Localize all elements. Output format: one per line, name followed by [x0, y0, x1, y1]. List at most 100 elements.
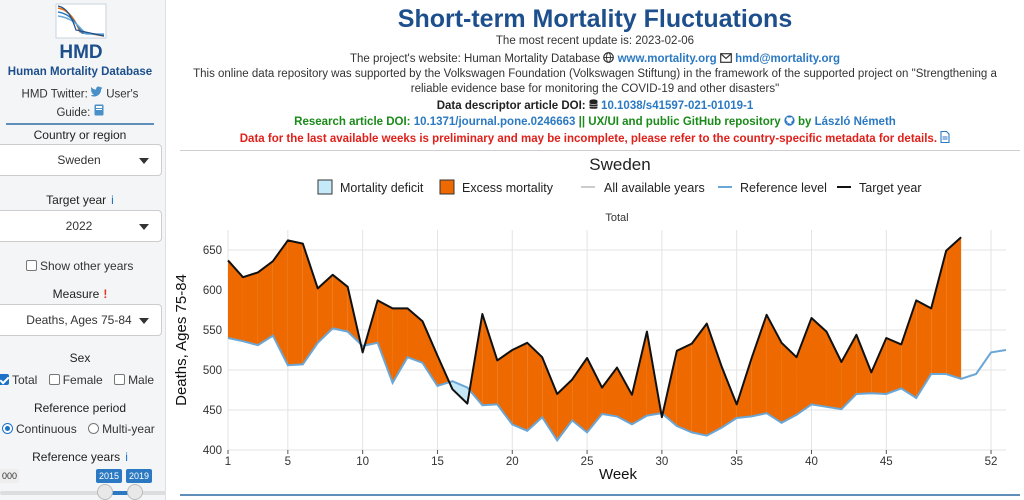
y-tick-label: 650 — [203, 245, 222, 257]
hmd-logo[interactable]: HMD — [52, 2, 110, 64]
target-year-select[interactable]: 2022 — [0, 210, 162, 242]
excess-area — [587, 358, 603, 433]
reference-years-slider[interactable] — [0, 491, 165, 495]
x-tick-label: 1 — [225, 456, 231, 468]
document-icon[interactable] — [940, 130, 950, 145]
excess-area — [482, 314, 498, 406]
excess-area — [287, 240, 303, 366]
hmd-logo-graphic: HMD — [55, 3, 107, 63]
x-tick-label: 30 — [655, 456, 668, 468]
author-link[interactable]: László Németh — [814, 116, 896, 128]
reference-level-line — [227, 327, 1007, 443]
y-tick-label: 400 — [203, 445, 222, 457]
preliminary-warning: Data for the last available weeks is pre… — [166, 130, 1024, 145]
research-line: Research article DOI: 10.1371/journal.po… — [166, 115, 1024, 128]
reference-years-label: Reference years i — [0, 450, 160, 464]
slider-min-label: 000 — [0, 469, 20, 483]
excess-area — [751, 314, 767, 417]
support-line-1: This online data repository was supporte… — [193, 68, 997, 80]
x-tick-label: 35 — [730, 456, 743, 468]
excess-area — [886, 338, 902, 394]
social-links: HMD Twitter: User's Guide: — [0, 86, 160, 122]
mortality-chart[interactable]: Sweden Mortality deficit Excess mortalit… — [166, 152, 1024, 492]
y-tick-label: 450 — [203, 405, 222, 417]
twitter-label: HMD Twitter: — [21, 88, 88, 101]
sex-label: Sex — [69, 351, 91, 365]
excess-area — [377, 300, 393, 383]
reference-period-options: Continuous Multi-year — [2, 421, 163, 436]
info-icon[interactable]: i — [125, 450, 128, 464]
website-link[interactable]: www.mortality.org — [617, 53, 717, 65]
descriptor-doi-link[interactable]: 10.1038/s41597-021-01019-1 — [601, 100, 754, 112]
show-other-years-label: Show other years — [40, 258, 134, 273]
sex-female-checkbox[interactable] — [48, 374, 60, 386]
chevron-down-icon — [139, 224, 149, 230]
slider-handle-from[interactable] — [97, 484, 113, 500]
excess-area — [946, 237, 962, 379]
show-other-years-row[interactable]: Show other years — [26, 258, 141, 273]
excess-area — [811, 318, 827, 407]
excess-area — [871, 338, 887, 394]
sex-options: Total Female Male — [0, 372, 162, 387]
sidebar: HMD Human Mortality Database HMD Twitter… — [0, 0, 166, 500]
warning-text: Data for the last available weeks is pre… — [239, 133, 938, 145]
excess-area — [257, 261, 273, 346]
reference-period-label: Reference period — [33, 401, 127, 415]
site-name[interactable]: Human Mortality Database — [7, 66, 153, 78]
sex-total-checkbox[interactable] — [0, 374, 9, 386]
excess-area — [422, 321, 438, 386]
country-label: Country or region — [33, 128, 127, 142]
excess-area — [736, 358, 752, 418]
excess-area — [691, 323, 707, 436]
info-icon[interactable]: i — [111, 193, 114, 207]
footer-divider — [180, 494, 1020, 496]
excess-area — [512, 342, 528, 431]
descriptor-prefix: Data descriptor article DOI: — [436, 100, 586, 112]
chart-subtitle: Total — [605, 212, 628, 224]
excess-area — [228, 260, 243, 342]
warning-icon[interactable]: ! — [103, 287, 108, 301]
legend-label-excess: Excess mortality — [462, 181, 554, 195]
measure-label-text: Measure — [52, 287, 100, 301]
y-tick-label: 500 — [203, 365, 222, 377]
excess-area — [631, 331, 647, 425]
research-doi-link[interactable]: 10.1371/journal.pone.0246663 — [413, 116, 576, 128]
excess-area — [721, 366, 737, 428]
envelope-icon — [719, 53, 732, 65]
measure-select[interactable]: Deaths, Ages 75-84 — [0, 304, 162, 336]
research-by: by — [798, 116, 812, 128]
continuous-label: Continuous — [16, 421, 77, 436]
x-tick-label: 5 — [285, 456, 291, 468]
legend-swatch-excess — [439, 179, 455, 195]
email-link[interactable]: hmd@mortality.org — [735, 53, 840, 65]
multi-year-radio[interactable] — [88, 423, 100, 435]
slider-to-label: 2019 — [126, 469, 153, 483]
slider-handle-to[interactable] — [127, 484, 143, 500]
excess-area — [676, 343, 692, 433]
continuous-radio[interactable] — [2, 423, 13, 435]
chart-legend: Mortality deficit Excess mortality All a… — [317, 179, 922, 195]
github-icon[interactable] — [784, 115, 795, 128]
show-other-years-checkbox[interactable] — [26, 260, 37, 272]
chart-title: Sweden — [589, 155, 650, 174]
legend-label-target: Target year — [859, 181, 922, 195]
legend-label-all-years: All available years — [604, 181, 705, 195]
research-mid: || UX/UI and public GitHub repository — [578, 116, 781, 128]
twitter-icon[interactable] — [90, 86, 103, 103]
website-prefix: The project's website: Human Mortality D… — [350, 53, 601, 65]
descriptor-line: Data descriptor article DOI: 10.1038/s41… — [166, 99, 1024, 112]
legend-swatch-deficit — [317, 179, 333, 195]
excess-area — [901, 300, 917, 398]
excess-area — [347, 286, 361, 345]
excess-area — [302, 243, 318, 365]
excess-area — [766, 314, 782, 423]
sex-male-checkbox[interactable] — [114, 374, 126, 386]
target-year-select-value: 2022 — [65, 219, 93, 233]
excess-area — [602, 367, 617, 417]
target-year-label: Target year i — [0, 193, 160, 207]
book-icon[interactable] — [94, 104, 104, 122]
update-line: The most recent update is: 2023-02-06 — [495, 35, 695, 47]
guide-label-2: Guide: — [56, 106, 91, 119]
country-select[interactable]: Sweden — [0, 144, 162, 176]
excess-area — [796, 318, 812, 415]
